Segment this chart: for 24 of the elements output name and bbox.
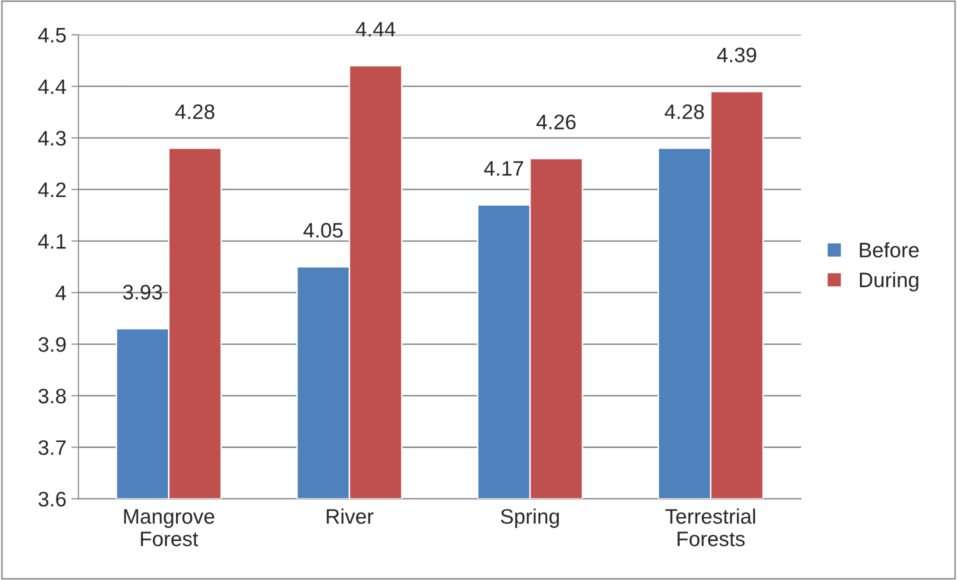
legend-label: During — [860, 272, 918, 292]
y-tick-label: 3.8 — [38, 388, 66, 404]
data-label: 3.93 — [123, 284, 162, 300]
data-label: 4.28 — [175, 104, 214, 120]
data-label: 4.26 — [536, 114, 576, 130]
y-tick-label: 4.2 — [38, 182, 66, 198]
y-tick-label: 4.1 — [38, 234, 66, 249]
data-label: 4.17 — [484, 161, 524, 176]
legend-label: Before — [860, 242, 919, 258]
y-tick-label: 4.5 — [38, 28, 66, 43]
data-label: 4.44 — [356, 22, 396, 36]
y-tick-label: 3.7 — [38, 440, 66, 455]
y-tick-label: 4 — [56, 286, 66, 300]
data-label: 4.39 — [717, 48, 756, 62]
x-tick-label: Mangrove Forest — [124, 509, 214, 546]
y-tick-label: 3.6 — [38, 492, 66, 507]
y-tick-label: 4.3 — [38, 130, 66, 146]
y-tick-label: 3.9 — [38, 337, 66, 352]
y-tick-label: 4.4 — [38, 80, 66, 94]
x-tick-label: River — [326, 508, 374, 524]
data-label: 4.28 — [664, 104, 704, 120]
x-tick-label: Terrestrial Forests — [665, 508, 756, 546]
data-label: 4.05 — [303, 222, 343, 238]
x-tick-label: Spring — [500, 508, 559, 528]
